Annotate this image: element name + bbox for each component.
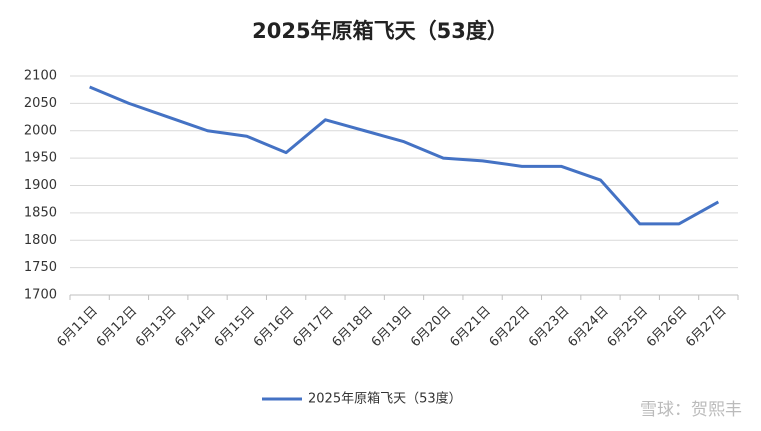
y-tick-label: 1850	[24, 205, 57, 220]
y-tick-label: 2100	[24, 69, 57, 84]
y-tick-label: 1950	[24, 151, 57, 166]
y-tick-label: 1700	[24, 288, 57, 303]
y-tick-label: 2050	[24, 96, 57, 111]
line-series	[89, 85, 720, 226]
chart-title: 2025年原箱飞天（53度）	[252, 19, 508, 43]
y-tick-label: 1750	[24, 260, 57, 275]
y-tick-label: 2000	[24, 123, 57, 138]
legend-label: 2025年原箱飞天（53度）	[308, 391, 462, 407]
y-tick-label: 1800	[24, 233, 57, 248]
watermark: 雪球：贺熙丰	[640, 400, 742, 420]
y-tick-label: 1900	[24, 178, 57, 193]
